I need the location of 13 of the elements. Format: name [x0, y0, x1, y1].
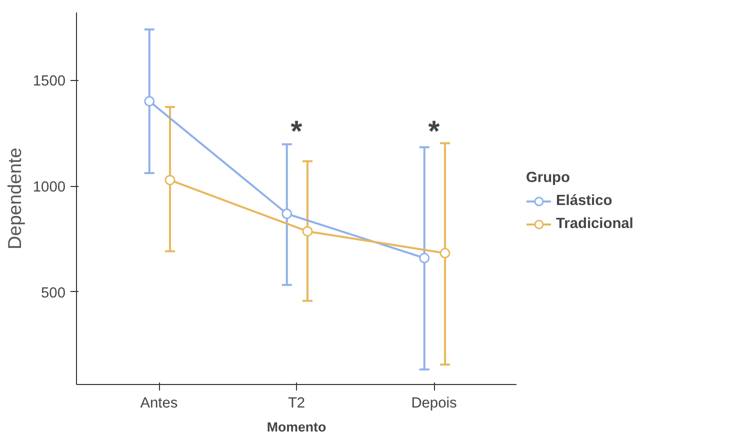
annotation: * [290, 115, 303, 148]
y-tick-label: 1000 [32, 180, 66, 196]
y-tick-label: 500 [41, 285, 66, 302]
y-axis-title: Dependente [4, 148, 25, 250]
x-tick-label: T2 [288, 396, 306, 412]
legend-label: Elástico [556, 193, 612, 209]
x-axis-title: Momento [266, 420, 326, 434]
y-tick-label: 1500 [32, 74, 66, 90]
legend-title: Grupo [526, 170, 571, 186]
legend-label: Tradicional [556, 216, 634, 232]
x-tick-label: Depois [411, 396, 457, 412]
x-tick-label: Antes [140, 396, 178, 412]
annotation: * [428, 115, 440, 148]
